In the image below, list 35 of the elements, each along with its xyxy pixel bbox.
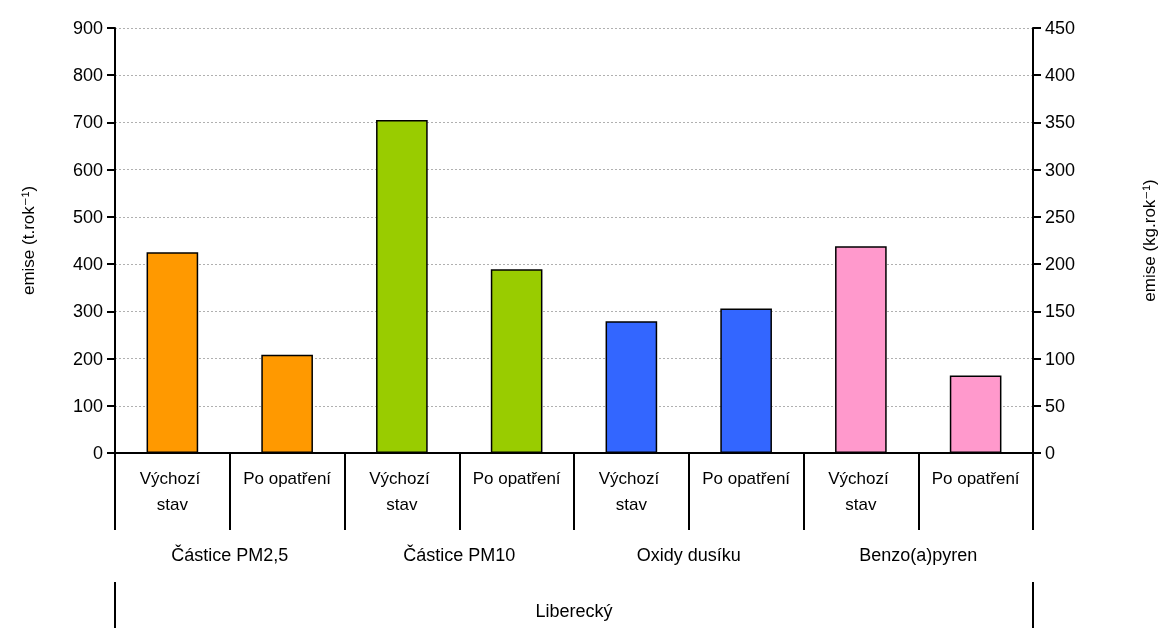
y2-tick-label: 150 — [1045, 301, 1076, 322]
x-tick-label: Po opatření — [702, 468, 791, 488]
y2-tick-label: 400 — [1045, 65, 1076, 86]
y-tick-label: 800 — [72, 65, 103, 86]
y-tick-label: 100 — [72, 395, 103, 416]
y-tick-label: 500 — [72, 206, 103, 227]
x-tick-label: Výchozí stav — [598, 468, 664, 514]
y-tick-label: 200 — [72, 348, 103, 369]
text: Benzo(a)pyren — [859, 545, 978, 565]
x-tick-label: Po opatření — [472, 468, 561, 488]
text: Částice PM10 — [403, 544, 516, 565]
y-tick-label: 900 — [72, 18, 103, 38]
y2-tick-label: 450 — [1045, 18, 1076, 38]
y-tick-label: 0 — [92, 443, 103, 463]
y2-tick-label: 300 — [1045, 159, 1076, 180]
y-tick-label: 700 — [72, 112, 103, 133]
y2-tick-label: 50 — [1045, 395, 1066, 416]
y2-tick-label: 350 — [1045, 112, 1076, 133]
x-tick-label: Po opatření — [931, 468, 1020, 488]
y2-tick-label: 250 — [1045, 206, 1076, 227]
y2-tick-label: 200 — [1045, 254, 1076, 275]
x-tick-label: Výchozí stav — [139, 468, 205, 514]
text: Oxidy dusíku — [636, 545, 741, 565]
x-tick-label: Výchozí stav — [828, 468, 894, 514]
y2-axis-title: emise (kg.rok⁻¹) — [1140, 179, 1159, 302]
y2-tick-label: 100 — [1045, 348, 1076, 369]
x-tick-label: Po opatření — [243, 468, 332, 488]
y-tick-label: 400 — [72, 254, 103, 275]
y-tick-label: 300 — [72, 301, 103, 322]
x-tick-label: Výchozí stav — [369, 468, 435, 514]
y-tick-label: 600 — [72, 159, 103, 180]
text: Částice PM2,5 — [171, 544, 289, 565]
y2-tick-label: 0 — [1045, 443, 1056, 463]
text: Liberecký — [535, 601, 613, 621]
y-axis-title: emise (t.rok⁻¹) — [19, 185, 38, 296]
